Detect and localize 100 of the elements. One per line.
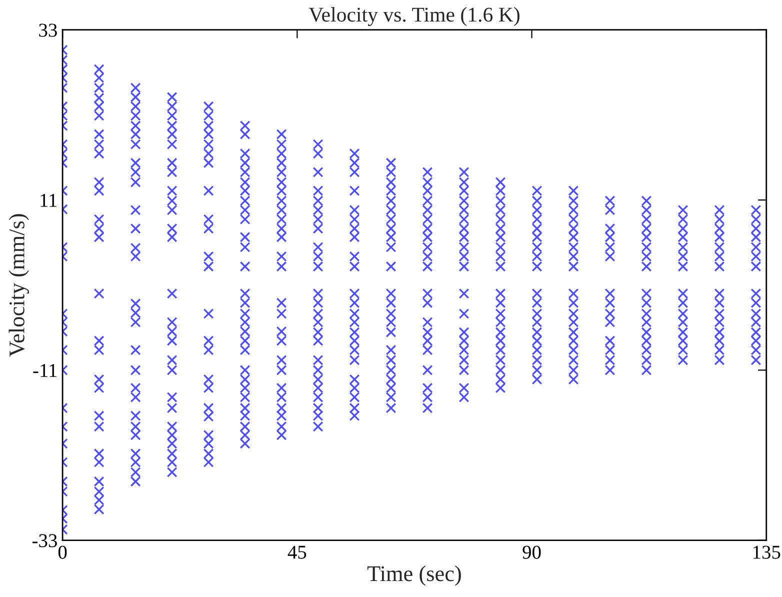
point <box>678 288 688 299</box>
point <box>276 196 287 206</box>
x-axis-title: Time (sec) <box>367 566 461 586</box>
point <box>349 204 360 216</box>
point <box>386 204 396 216</box>
point <box>240 421 250 432</box>
point <box>240 185 250 196</box>
point <box>750 288 762 299</box>
point <box>641 214 652 225</box>
point <box>568 204 579 216</box>
point <box>94 504 104 515</box>
point <box>240 326 250 337</box>
point <box>130 298 141 309</box>
point <box>750 242 762 252</box>
point <box>166 204 178 216</box>
point <box>641 354 652 366</box>
point <box>130 382 141 394</box>
point <box>532 223 542 234</box>
point <box>240 166 250 178</box>
point <box>495 196 506 206</box>
point <box>604 298 616 308</box>
point <box>276 421 287 432</box>
point <box>349 166 360 178</box>
point <box>240 438 250 449</box>
point <box>240 430 250 440</box>
point <box>568 344 579 356</box>
point <box>714 204 725 216</box>
point <box>94 232 104 242</box>
point <box>568 374 579 385</box>
point <box>422 402 433 414</box>
point <box>312 196 324 206</box>
point <box>568 185 579 196</box>
point <box>94 148 104 159</box>
point <box>203 261 214 272</box>
point <box>568 354 579 366</box>
point <box>458 344 470 356</box>
point <box>166 364 178 376</box>
point <box>94 336 104 346</box>
point <box>130 421 141 432</box>
y-axis-title: Velocity (mm/s) <box>8 214 29 357</box>
point <box>312 204 324 216</box>
point <box>568 298 579 308</box>
point <box>276 232 287 242</box>
point <box>94 410 104 421</box>
point <box>750 298 762 308</box>
point <box>532 344 542 356</box>
point <box>203 382 214 394</box>
point <box>495 327 506 338</box>
point <box>203 158 214 168</box>
point <box>495 316 506 328</box>
point <box>130 430 141 440</box>
point <box>604 316 616 328</box>
point <box>203 344 214 356</box>
point <box>240 410 250 421</box>
point <box>94 82 104 94</box>
point <box>349 374 360 385</box>
point <box>750 261 762 272</box>
point <box>240 261 250 272</box>
point <box>422 298 433 308</box>
point <box>94 494 104 506</box>
point <box>349 336 360 346</box>
point <box>349 223 360 234</box>
point <box>495 251 506 262</box>
point <box>386 214 396 225</box>
point <box>604 308 616 319</box>
point <box>312 308 324 319</box>
point <box>386 242 396 252</box>
point <box>94 382 104 394</box>
point <box>641 336 652 346</box>
point <box>130 456 141 468</box>
point <box>240 316 250 328</box>
point <box>130 467 141 478</box>
point <box>203 448 214 459</box>
point <box>750 223 762 234</box>
point <box>641 327 652 338</box>
point <box>678 344 688 356</box>
point <box>532 288 542 299</box>
point <box>166 326 178 337</box>
point <box>495 382 506 394</box>
point <box>166 120 178 131</box>
point <box>386 158 396 168</box>
point <box>714 251 725 262</box>
point <box>458 364 470 376</box>
point <box>166 129 178 140</box>
point <box>276 185 287 196</box>
point <box>94 92 104 104</box>
point <box>678 214 688 225</box>
point <box>240 288 250 299</box>
point <box>276 204 287 216</box>
point <box>130 92 141 102</box>
point <box>240 214 250 225</box>
point <box>94 110 104 121</box>
point <box>750 344 762 356</box>
point <box>130 251 141 262</box>
point <box>532 204 542 216</box>
point <box>203 336 214 346</box>
point <box>458 251 470 262</box>
point <box>678 354 688 366</box>
point <box>130 176 141 188</box>
point <box>94 448 104 459</box>
